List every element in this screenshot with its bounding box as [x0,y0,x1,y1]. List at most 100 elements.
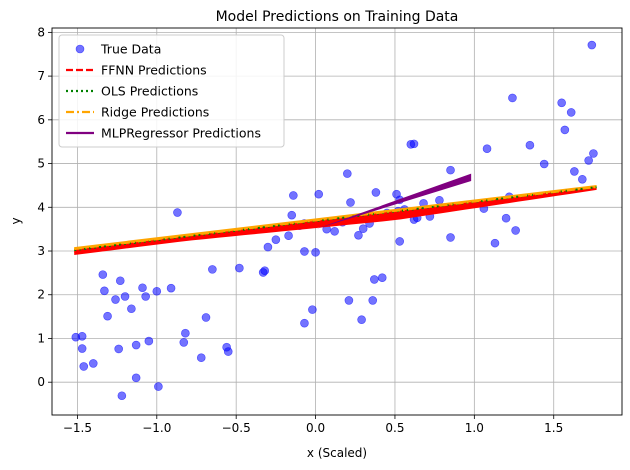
true-data-point [196,353,206,363]
true-data-point [77,344,87,353]
y-tick-label: 5 [37,157,45,171]
x-tick-label: −0.5 [222,421,251,435]
ffnn-prediction-band [74,187,597,255]
true-data-point [173,208,182,217]
true-data-point [144,336,154,346]
true-data-point [201,313,211,322]
x-tick-label: −1.0 [142,421,171,435]
true-data-point [501,213,511,223]
true-data-point [589,149,598,158]
true-data-point [490,238,500,248]
true-data-point [154,382,163,391]
true-data-point [308,305,317,314]
legend-label: Ridge Predictions [101,105,209,120]
axis-ticks: −1.5 −1.0 −0.5 0.0 0.5 1.0 1.5 0 1 2 3 4 5 6 7 8 [37,25,563,435]
true-data-point [284,231,293,241]
true-data-point [300,318,309,328]
true-data-point [181,328,190,338]
true-data-point [314,189,324,199]
y-tick-label: 0 [37,375,45,389]
plot-frame [51,27,623,416]
true-data-point [289,191,298,200]
y-tick-label: 2 [37,288,45,302]
x-tick-label: 0.5 [385,421,404,435]
true-data-point [525,140,535,150]
true-data-point [127,304,136,314]
x-tick-label: −1.5 [63,421,92,435]
true-data-point [566,108,576,117]
legend-box [58,34,285,148]
true-data-point [358,224,368,234]
true-data-point [111,295,120,304]
true-data-point [179,338,189,347]
y-tick-label: 3 [37,244,45,258]
x-tick-label: 0.0 [306,421,325,435]
y-tick-label: 1 [37,331,45,345]
true-data-point [166,283,176,293]
true-data-point [79,362,89,371]
x-tick-label: 1.5 [544,421,563,435]
x-axis-title: x (Scaled) [307,446,367,460]
legend-label: MLPRegressor Predictions [101,126,261,141]
legend-label: True Data [100,42,161,57]
true-data-point [368,296,378,305]
y-tick-label: 6 [37,113,45,127]
true-data-point [557,98,566,108]
true-data-point [539,159,549,169]
true-data-point [120,292,130,301]
true-data-point [263,242,273,252]
y-tick-label: 7 [37,69,45,83]
true-data-point [117,391,127,401]
y-tick-label: 4 [37,200,45,214]
y-axis-title: y [9,217,23,224]
true-data-point [587,40,597,50]
legend-marker-true-data [75,44,85,54]
true-data-point [287,210,297,220]
true-data-point [330,227,339,236]
true-data-point [115,276,125,286]
true-data-point [482,144,492,153]
true-data-point [395,237,405,246]
true-data-point [88,359,98,368]
true-data-point [141,292,150,301]
true-data-point [570,167,579,176]
true-data-point [370,275,379,284]
true-data-point [235,263,244,273]
true-data-point [357,315,366,324]
true-data-point [223,347,233,356]
true-data-point [343,169,352,178]
true-data-point [371,188,381,197]
true-data-point [409,139,419,149]
y-tick-label: 8 [37,25,45,39]
true-data-point [311,248,320,257]
true-data-point [446,165,455,175]
true-data-point [511,226,520,235]
true-data-point [152,286,162,296]
ridge-prediction-line [74,185,597,251]
true-data-point [138,283,147,293]
x-tick-label: 1.0 [465,421,484,435]
true-data-point [131,340,141,350]
true-data-point [77,331,87,341]
true-data-point [271,235,281,244]
true-data-point [508,93,517,103]
legend-label: FFNN Predictions [101,63,207,78]
true-data-point [578,175,587,184]
true-data-point [377,273,387,282]
true-data-point [114,344,123,354]
true-data-point [435,195,444,205]
true-data-point [344,296,354,305]
true-data-point [584,156,593,165]
true-data-point [300,247,309,256]
data-series [71,40,598,401]
true-data-point [98,270,108,279]
true-data-point [260,266,270,275]
true-data-point [354,230,363,240]
true-data-point [560,125,570,135]
true-data-point [131,373,141,383]
legend-label: OLS Predictions [101,84,198,99]
true-data-point [208,265,217,274]
true-data-point [100,286,109,296]
true-data-point [446,233,455,242]
